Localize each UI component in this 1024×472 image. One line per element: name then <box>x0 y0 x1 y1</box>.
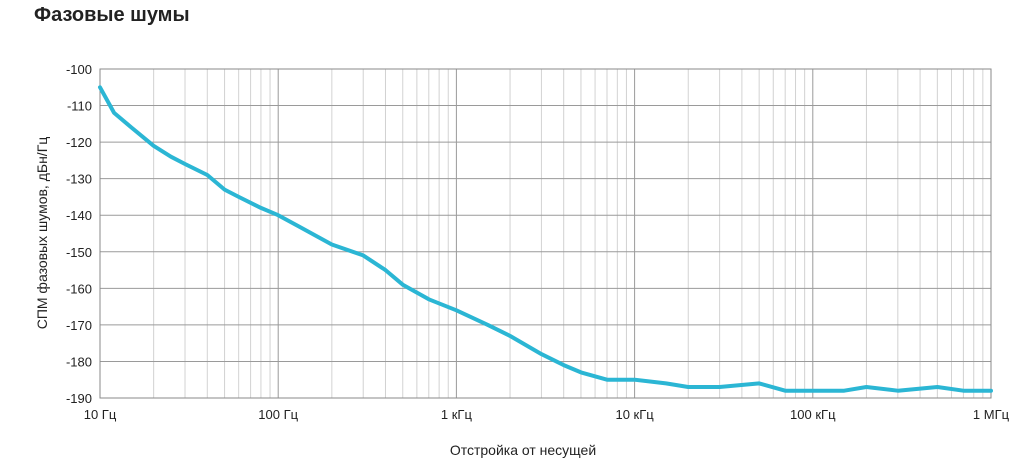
x-tick-label: 1 кГц <box>441 407 473 422</box>
y-tick-label: -140 <box>66 208 92 223</box>
x-tick-label: 1 МГц <box>973 407 1010 422</box>
y-tick-label: -130 <box>66 172 92 187</box>
chart-title: Фазовые шумы <box>34 4 190 26</box>
y-tick-label: -100 <box>66 62 92 77</box>
y-tick-label: -180 <box>66 354 92 369</box>
y-tick-label: -110 <box>67 99 92 114</box>
grid <box>99 68 992 399</box>
x-tick-label: 100 кГц <box>790 407 836 422</box>
x-tick-label: 10 Гц <box>84 407 117 422</box>
series <box>98 85 993 393</box>
y-tick-label: -170 <box>66 318 92 333</box>
y-tick-label: -190 <box>66 391 92 406</box>
y-tick-label: -150 <box>66 245 92 260</box>
x-axis-label: Отстройка от несущей <box>450 442 596 458</box>
y-tick-label: -160 <box>66 281 92 296</box>
plot-border <box>99 68 992 399</box>
x-tick-label: 100 Гц <box>258 407 298 422</box>
plot-frame <box>99 68 992 399</box>
x-tick-label: 10 кГц <box>615 407 654 422</box>
x-tick-labels: 10 Гц 100 Гц 1 кГц 10 кГц 100 кГц 1 МГц <box>84 407 1010 422</box>
y-tick-label: -120 <box>66 135 92 150</box>
y-axis-label: СПМ фазовых шумов, дБн/Гц <box>34 137 50 330</box>
phase-noise-line <box>98 85 993 393</box>
y-tick-labels: -100 -110 -120 -130 -140 -150 -160 -170 -180 -190 <box>66 62 92 406</box>
